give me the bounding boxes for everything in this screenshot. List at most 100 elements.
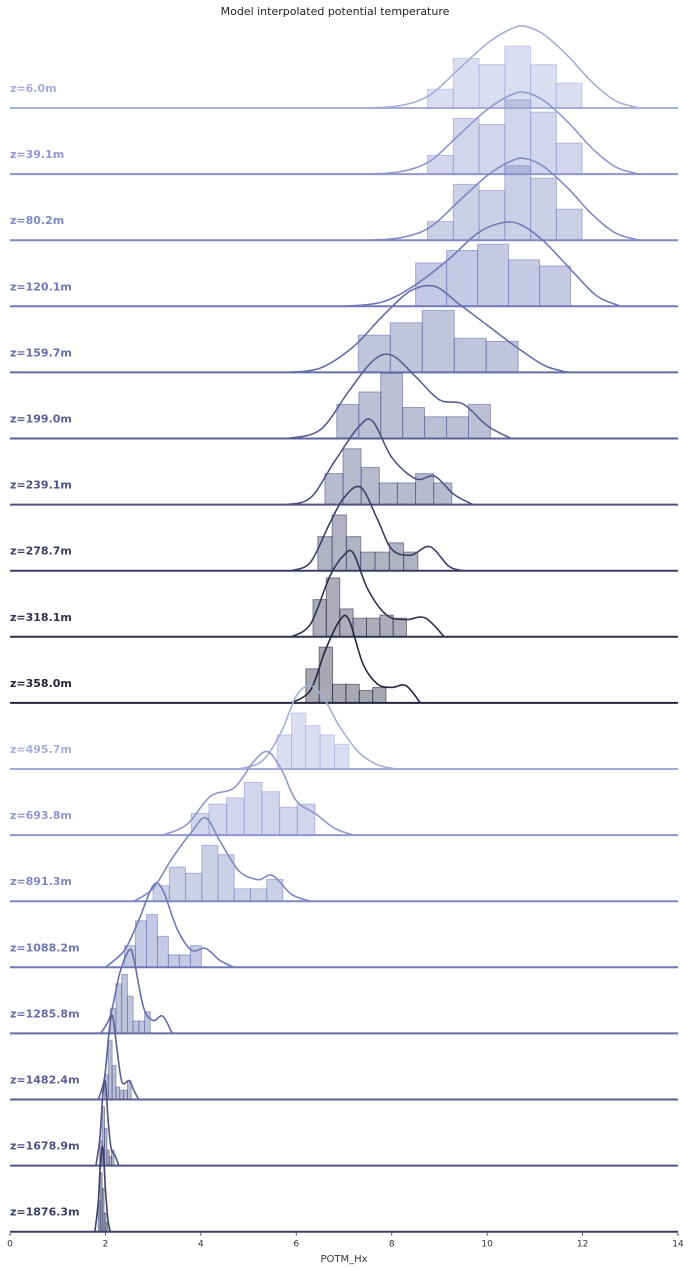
x-tick-label: 4: [198, 1240, 204, 1250]
x-axis-label: POTM_Hx: [320, 1254, 367, 1265]
histogram-bar: [319, 734, 335, 770]
histogram-bar: [105, 1221, 109, 1233]
kde-curve: [94, 1145, 111, 1232]
histogram-bar: [123, 1089, 128, 1100]
histogram-bar: [156, 935, 169, 968]
histogram-bar: [392, 617, 408, 638]
histogram-bar: [291, 712, 307, 770]
histogram-bar: [135, 920, 147, 968]
x-tick-label: 14: [672, 1240, 684, 1250]
histogram-bar: [396, 482, 416, 506]
histogram-bar: [504, 165, 532, 241]
kde-curve: [286, 353, 512, 440]
histogram-bar: [555, 82, 583, 109]
histogram-bar: [325, 577, 341, 638]
histogram-bar: [388, 542, 405, 572]
row-label: z=6.0m: [10, 82, 57, 95]
histogram-bar: [132, 1020, 140, 1034]
kde-curve: [367, 91, 641, 175]
row-label: z=120.1m: [10, 280, 72, 293]
histogram-bar: [389, 322, 423, 373]
kde-curve: [367, 157, 641, 241]
x-tick-label: 8: [389, 1240, 395, 1250]
kde-curve: [99, 948, 173, 1034]
histogram-bar: [530, 64, 557, 109]
histogram-bar: [372, 686, 387, 704]
histogram-bar: [427, 88, 454, 109]
histogram-bar: [261, 791, 281, 836]
histogram-bar: [138, 1020, 146, 1034]
histogram-bar: [317, 536, 333, 572]
histogram-bar: [305, 725, 321, 770]
histogram-bar: [126, 995, 134, 1034]
histogram-bar: [208, 803, 228, 836]
ridge-row: z=159.7m: [10, 284, 678, 374]
histogram-bar: [111, 1064, 117, 1101]
ridge-row: z=1088.2m: [10, 882, 678, 969]
histogram-bar: [358, 391, 382, 439]
histogram-bar: [185, 872, 203, 902]
histogram-bar: [374, 551, 390, 572]
histogram-bar: [446, 250, 479, 307]
histogram-bar: [352, 617, 368, 638]
x-axis: 0 2 4 6 8 10 12 14: [7, 1232, 684, 1250]
kde-curve: [291, 549, 445, 638]
histogram-bar: [421, 309, 455, 373]
histogram-bar: [167, 954, 180, 968]
histogram-bar: [504, 45, 532, 109]
histogram-bar: [452, 57, 480, 109]
histogram-bar: [468, 403, 491, 439]
row-label: z=1876.3m: [10, 1206, 80, 1219]
histogram-bar: [453, 337, 487, 373]
x-tick-label: 2: [103, 1240, 109, 1250]
kde-curve: [95, 1079, 120, 1166]
histogram-bar: [452, 117, 480, 175]
ridge-row: z=891.3m: [10, 816, 678, 903]
row-label: z=1482.4m: [10, 1074, 80, 1087]
kde-curve: [104, 882, 235, 969]
histogram-bar: [243, 781, 263, 836]
kde-curve: [133, 816, 311, 902]
histogram-bar: [233, 888, 252, 902]
histogram-bar: [332, 683, 347, 704]
histogram-bar: [530, 177, 557, 241]
histogram-bar: [555, 142, 583, 175]
kde-curve: [286, 284, 569, 374]
row-label: z=1088.2m: [10, 941, 80, 954]
histogram-bar: [508, 259, 541, 307]
row-label: z=1285.8m: [10, 1007, 80, 1020]
histogram-bar: [446, 416, 470, 439]
histogram-bar: [115, 1086, 121, 1100]
ridge-row: z=495.7m: [10, 684, 678, 770]
ridge-row: z=358.0m: [10, 614, 678, 704]
histogram-bar: [331, 514, 347, 572]
row-label: z=891.3m: [10, 875, 72, 888]
histogram-bar: [424, 416, 448, 439]
histogram-bar: [539, 265, 572, 307]
row-label: z=358.0m: [10, 677, 72, 690]
row-label: z=239.1m: [10, 479, 72, 492]
ridge-row: z=318.1m: [10, 549, 678, 638]
histogram-bar: [478, 190, 506, 241]
histogram-bar: [121, 974, 128, 1034]
ridge-row: z=199.0m: [10, 353, 678, 440]
ridge-row: z=693.8m: [10, 750, 678, 837]
histogram-bar: [555, 208, 583, 241]
kde-curve: [162, 750, 354, 836]
histogram-bar: [360, 466, 380, 506]
ridge-rows: z=6.0m z=39.1m z=80.2m z=120.1m z=159.7m z=19…: [10, 25, 678, 1233]
histogram-bar: [380, 372, 404, 439]
kde-curve: [286, 418, 474, 506]
kde-curve: [238, 684, 397, 770]
histogram-bar: [336, 403, 360, 439]
histogram-bar: [115, 983, 123, 1034]
ridge-row: z=120.1m: [10, 221, 678, 308]
kde-curve: [291, 485, 464, 572]
histogram-bar: [452, 183, 480, 241]
row-label: z=278.7m: [10, 545, 72, 558]
histogram-bar: [485, 340, 519, 373]
histogram-bar: [427, 155, 454, 175]
chart-title: Model interpolated potential temperature: [221, 5, 450, 18]
